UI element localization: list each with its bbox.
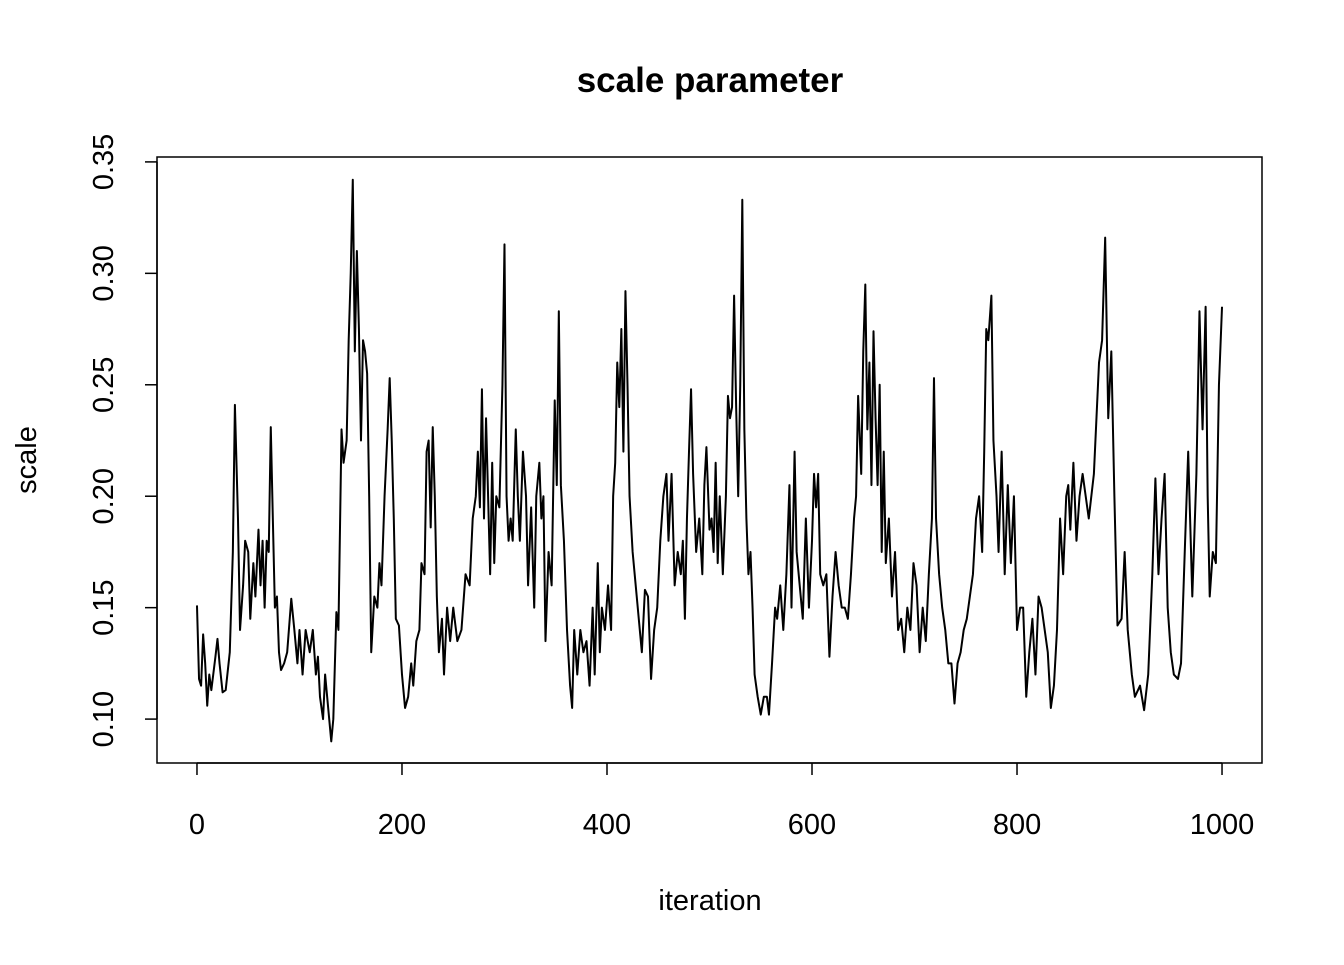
y-tick-label: 0.35 (88, 134, 120, 190)
x-axis-label: iteration (658, 885, 761, 917)
y-tick-label: 0.10 (88, 691, 120, 747)
x-tick-label: 400 (583, 809, 631, 841)
y-tick-label: 0.30 (88, 245, 120, 301)
x-tick-label: 1000 (1190, 809, 1255, 841)
plot-box (156, 156, 1263, 764)
x-tick-label: 0 (189, 809, 205, 841)
y-tick-label: 0.15 (88, 579, 120, 635)
y-tick-label: 0.20 (88, 468, 120, 524)
x-tick-label: 200 (378, 809, 426, 841)
x-tick-label: 600 (788, 809, 836, 841)
y-axis-label: scale (11, 426, 43, 494)
trace-line (195, 178, 1224, 743)
x-tick-label: 800 (993, 809, 1041, 841)
chart-title: scale parameter (577, 61, 844, 100)
y-tick-label: 0.25 (88, 357, 120, 413)
